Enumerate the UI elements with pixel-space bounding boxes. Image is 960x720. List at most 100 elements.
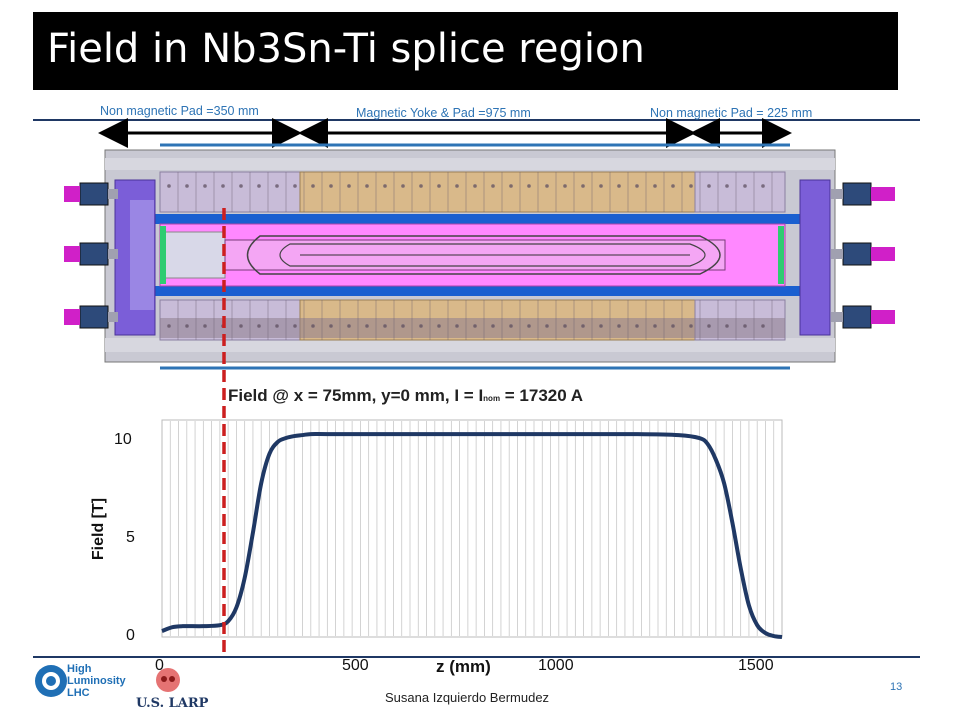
segment-pin: [419, 184, 423, 188]
segment-pin: [167, 324, 171, 328]
segment-pin: [743, 324, 747, 328]
segment-pin: [617, 324, 621, 328]
xtick-500: 500: [342, 657, 369, 674]
us-larp-logo-text: U.S. LARP: [136, 696, 209, 711]
hl-lhc-logo: High Luminosity LHC: [33, 661, 126, 706]
segment-pin: [329, 184, 333, 188]
segment-pin: [653, 184, 657, 188]
segment-pin: [545, 324, 549, 328]
xtick-1000: 1000: [538, 657, 574, 674]
segment-pin: [185, 184, 189, 188]
segment-pin: [599, 324, 603, 328]
bottom-rule: [33, 656, 920, 658]
segment-pin: [257, 184, 261, 188]
left-pad-label: Non magnetic Pad =350 mm: [100, 104, 259, 118]
segment-pin: [653, 324, 657, 328]
segment-pin: [491, 184, 495, 188]
hl-lhc-logo-text: High Luminosity LHC: [67, 663, 126, 699]
us-larp-logo: U.S. LARP: [136, 666, 208, 711]
segment-pin: [167, 184, 171, 188]
plot-area: [161, 419, 783, 638]
segment-pin: [725, 184, 729, 188]
ytick-0: 0: [126, 627, 135, 644]
segment-pin: [635, 184, 639, 188]
plot-title-suffix: = 17320 A: [500, 386, 584, 405]
ytick-5: 5: [126, 529, 135, 546]
segment-pin: [671, 184, 675, 188]
segment-pin: [275, 184, 279, 188]
hl-logo-line2: Luminosity: [67, 675, 126, 687]
segment-pin: [761, 324, 765, 328]
segment-pin: [635, 324, 639, 328]
segment-pin: [509, 184, 513, 188]
xtick-0: 0: [155, 657, 164, 674]
segment-pin: [257, 324, 261, 328]
hl-logo-line3: LHC: [67, 687, 90, 699]
segment-pin: [347, 184, 351, 188]
segment-pin: [185, 324, 189, 328]
segment-pin: [203, 184, 207, 188]
segment-pin: [545, 184, 549, 188]
segment-pin: [563, 324, 567, 328]
us-larp-logo-icon: [156, 668, 180, 692]
hl-lhc-logo-icon: [35, 665, 67, 697]
segment-pin: [311, 324, 315, 328]
field-curve: [161, 432, 783, 639]
plot-title-subscript: nom: [483, 394, 501, 403]
segment-pin: [689, 324, 693, 328]
slide-title: Field in Nb3Sn-Ti splice region: [47, 26, 645, 72]
segment-pin: [761, 184, 765, 188]
segment-pin: [725, 324, 729, 328]
segment-pin: [473, 324, 477, 328]
segment-pin: [581, 184, 585, 188]
segment-pin: [383, 184, 387, 188]
segment-pin: [293, 324, 297, 328]
segment-pin: [617, 184, 621, 188]
segment-pin: [329, 324, 333, 328]
plot-title: Field @ x = 75mm, y=0 mm, I = Inom = 173…: [228, 386, 583, 406]
segment-pin: [491, 324, 495, 328]
segment-pin: [509, 324, 513, 328]
segment-pin: [581, 324, 585, 328]
hl-logo-line1: High: [67, 663, 92, 675]
ytick-10: 10: [114, 431, 132, 448]
segment-pin: [365, 184, 369, 188]
title-bar: Field in Nb3Sn-Ti splice region: [33, 12, 898, 90]
segment-pin: [707, 324, 711, 328]
segment-pin: [419, 324, 423, 328]
plot-title-prefix: Field @ x = 75mm, y=0 mm, I = I: [228, 386, 484, 405]
segment-pin: [689, 184, 693, 188]
segment-pin: [347, 324, 351, 328]
segment-pin: [239, 184, 243, 188]
segment-pin: [221, 184, 225, 188]
segment-pin: [671, 324, 675, 328]
segment-pin: [401, 324, 405, 328]
segment-pin: [527, 184, 531, 188]
segment-pin: [527, 324, 531, 328]
footer-author: Susana Izquierdo Bermudez: [385, 690, 550, 705]
segment-pin: [293, 184, 297, 188]
page-number: 13: [890, 681, 903, 693]
segment-pin: [365, 324, 369, 328]
segment-pin: [437, 184, 441, 188]
segment-pin: [455, 184, 459, 188]
right-pad-label: Non magnetic Pad = 225 mm: [650, 106, 813, 120]
segment-pin: [743, 184, 747, 188]
segment-pin: [311, 184, 315, 188]
segment-pin: [707, 184, 711, 188]
y-axis-label: Field [T]: [90, 497, 108, 561]
yoke-label: Magnetic Yoke & Pad =975 mm: [356, 106, 531, 120]
segment-pin: [563, 184, 567, 188]
segment-pin: [473, 184, 477, 188]
x-axis-label: z (mm): [436, 657, 491, 676]
segment-pin: [437, 324, 441, 328]
xtick-1500: 1500: [738, 657, 774, 674]
segment-pin: [275, 324, 279, 328]
segment-pin: [203, 324, 207, 328]
segment-pin: [239, 324, 243, 328]
segment-pin: [455, 324, 459, 328]
segment-pin: [401, 184, 405, 188]
